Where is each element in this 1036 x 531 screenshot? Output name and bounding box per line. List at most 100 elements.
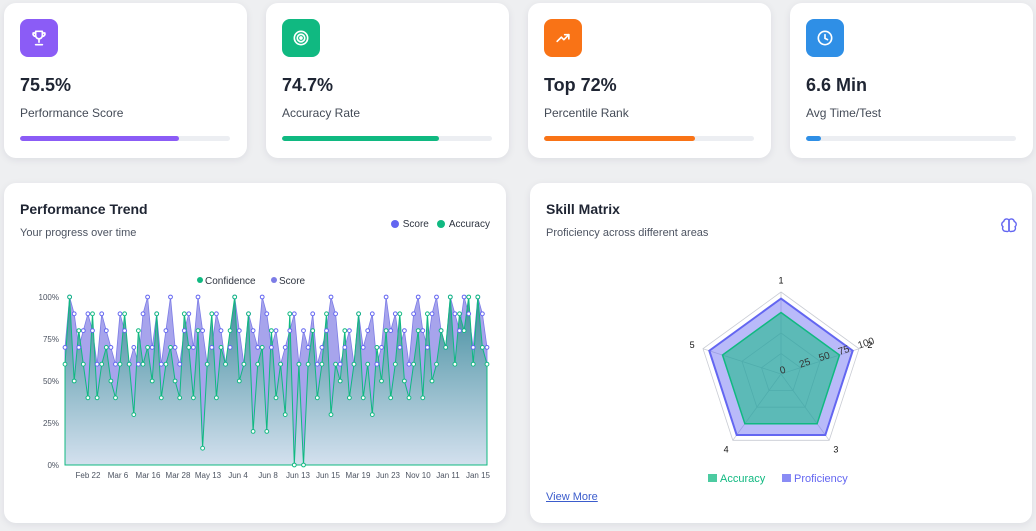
confidence-point xyxy=(347,395,352,401)
confidence-point xyxy=(168,345,173,350)
score-point xyxy=(282,345,288,350)
avg-time-value: 6.6 Min xyxy=(806,75,868,95)
score-point xyxy=(369,311,375,317)
confidence-point xyxy=(324,311,329,317)
confidence-point xyxy=(126,361,132,367)
confidence-point xyxy=(365,361,371,367)
confidence-point xyxy=(470,361,476,367)
score-point xyxy=(466,311,472,317)
radar-axis-label: 1 xyxy=(778,276,783,286)
score-point xyxy=(131,345,137,350)
score-point xyxy=(214,311,219,317)
radar-tick-label: 100 xyxy=(857,336,877,352)
score-point xyxy=(163,328,169,334)
confidence-point xyxy=(181,311,187,317)
skill-matrix-subtitle: Proficiency across different areas xyxy=(546,227,709,239)
confidence-point xyxy=(200,445,206,451)
confidence-point xyxy=(278,361,284,367)
confidence-point xyxy=(415,328,421,334)
accuracy-polygon xyxy=(721,311,841,425)
confidence-point xyxy=(360,395,366,401)
legend-score-dot-icon xyxy=(271,277,277,283)
confidence-point xyxy=(108,378,114,384)
skill-matrix-title: Skill Matrix xyxy=(546,201,620,217)
confidence-point xyxy=(241,361,247,367)
legend-proficiency-label: Proficiency xyxy=(794,473,848,485)
score-point xyxy=(186,311,192,317)
confidence-point xyxy=(186,345,192,350)
accuracy-rate-label: Accuracy Rate xyxy=(282,106,361,120)
score-point xyxy=(200,328,206,334)
confidence-point xyxy=(406,395,412,401)
x-tick-label: Mar 19 xyxy=(346,471,371,480)
x-tick-label: Jan 15 xyxy=(466,471,491,480)
score-point xyxy=(347,328,352,334)
confidence-point xyxy=(218,345,224,350)
score-point xyxy=(434,294,439,300)
score-point xyxy=(255,345,261,350)
score-point xyxy=(122,328,127,334)
legend-score-label: Score xyxy=(279,276,306,287)
score-point xyxy=(480,311,485,317)
score-point xyxy=(99,311,105,317)
legend-item-accuracy[interactable]: Accuracy xyxy=(436,219,490,230)
radar-grid-ring xyxy=(702,291,860,441)
brain-icon[interactable] xyxy=(1000,217,1018,235)
legend-item-score[interactable]: Score xyxy=(390,219,429,230)
radar-tick-label: 25 xyxy=(798,357,812,371)
confidence-point xyxy=(117,361,123,367)
view-more-link[interactable]: View More xyxy=(546,491,598,503)
confidence-point xyxy=(475,294,481,300)
legend-accuracy-swatch-icon xyxy=(708,474,717,482)
x-tick-label: Jun 4 xyxy=(228,471,248,480)
confidence-point xyxy=(466,294,472,300)
score-point xyxy=(470,345,476,350)
score-dot-icon xyxy=(390,220,399,228)
confidence-point xyxy=(191,395,196,401)
y-tick-label: 0% xyxy=(47,461,59,470)
y-tick-label: 100% xyxy=(39,293,59,302)
score-point xyxy=(113,361,118,367)
score-point xyxy=(140,311,146,317)
percentile-progress-track xyxy=(544,136,754,141)
x-tick-label: Mar 16 xyxy=(136,471,161,480)
confidence-point xyxy=(214,395,219,401)
target-icon xyxy=(282,19,320,57)
score-point xyxy=(177,361,183,367)
accuracy-dot-icon xyxy=(436,220,445,228)
confidence-point xyxy=(269,328,274,334)
score-point xyxy=(310,311,316,317)
score-point xyxy=(337,361,343,367)
legend-proficiency-swatch-icon xyxy=(782,474,791,482)
score-point xyxy=(301,328,306,334)
score-point xyxy=(264,311,270,317)
radar-axis-label: 5 xyxy=(690,340,695,350)
confidence-point xyxy=(136,328,141,334)
confidence-point xyxy=(227,328,233,334)
score-point xyxy=(328,294,334,300)
confidence-point xyxy=(259,345,265,350)
score-point xyxy=(209,345,215,350)
accuracy-progress-fill xyxy=(282,136,439,141)
confidence-point xyxy=(76,328,82,334)
score-point xyxy=(484,345,490,350)
performance-trend-title: Performance Trend xyxy=(20,201,148,217)
confidence-point xyxy=(145,345,151,350)
score-point xyxy=(383,294,389,300)
score-point xyxy=(117,311,123,317)
confidence-point xyxy=(374,345,380,350)
confidence-point xyxy=(301,462,306,468)
confidence-point xyxy=(223,361,228,367)
radar-tick-label: 0 xyxy=(779,365,788,377)
score-point xyxy=(333,311,339,317)
confidence-point xyxy=(452,361,458,367)
confidence-point xyxy=(172,378,178,384)
score-point xyxy=(420,328,426,334)
confidence-point xyxy=(71,378,77,384)
x-tick-label: Mar 6 xyxy=(108,471,129,480)
confidence-point xyxy=(480,345,485,350)
trophy-icon xyxy=(20,19,58,57)
confidence-point xyxy=(149,378,155,384)
percentile-progress-fill xyxy=(544,136,696,141)
x-tick-label: Jun 23 xyxy=(376,471,401,480)
